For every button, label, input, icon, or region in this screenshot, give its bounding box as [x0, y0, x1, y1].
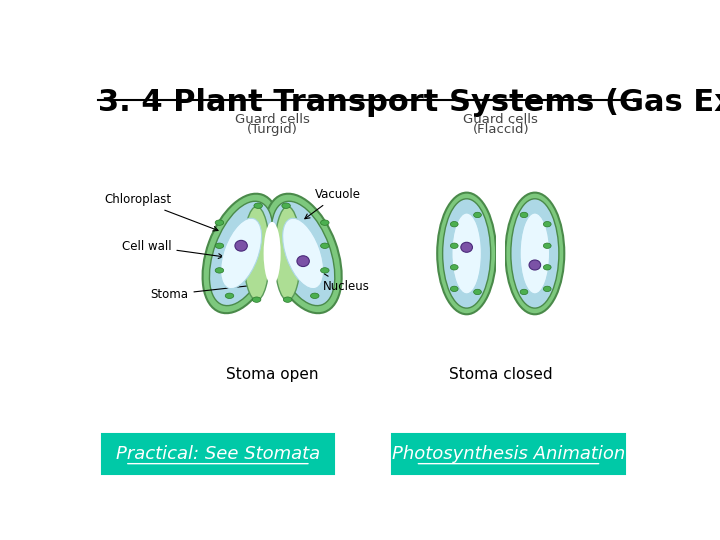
Ellipse shape [215, 220, 224, 225]
Ellipse shape [452, 213, 482, 294]
Ellipse shape [520, 212, 528, 218]
Ellipse shape [320, 268, 329, 273]
Ellipse shape [215, 243, 224, 248]
Text: (Flaccid): (Flaccid) [472, 124, 529, 137]
Ellipse shape [544, 286, 551, 292]
Text: Stoma: Stoma [150, 283, 258, 301]
Ellipse shape [282, 203, 290, 208]
Text: Guard cells: Guard cells [235, 113, 310, 126]
Ellipse shape [529, 260, 541, 270]
Ellipse shape [297, 256, 310, 267]
Ellipse shape [474, 212, 482, 218]
Ellipse shape [215, 268, 224, 273]
Ellipse shape [505, 193, 564, 314]
Ellipse shape [202, 194, 279, 313]
Text: Stoma closed: Stoma closed [449, 367, 552, 382]
Text: Chloroplast: Chloroplast [104, 193, 218, 231]
Ellipse shape [225, 293, 234, 299]
Ellipse shape [437, 193, 496, 314]
Ellipse shape [271, 201, 335, 306]
Ellipse shape [461, 242, 472, 252]
Ellipse shape [310, 293, 319, 299]
FancyBboxPatch shape [392, 434, 625, 475]
Ellipse shape [544, 265, 551, 270]
Ellipse shape [544, 221, 551, 227]
Text: Practical: See Stomata: Practical: See Stomata [116, 446, 320, 463]
Text: Guard cells: Guard cells [463, 113, 538, 126]
Ellipse shape [320, 243, 329, 248]
Ellipse shape [451, 286, 458, 292]
Ellipse shape [520, 213, 549, 294]
Ellipse shape [451, 265, 458, 270]
Ellipse shape [520, 289, 528, 295]
Ellipse shape [253, 297, 261, 302]
Ellipse shape [510, 199, 559, 308]
Ellipse shape [210, 201, 273, 306]
Text: Cell wall: Cell wall [122, 240, 223, 259]
Ellipse shape [451, 221, 458, 227]
Ellipse shape [284, 297, 292, 302]
Ellipse shape [243, 206, 270, 300]
FancyBboxPatch shape [102, 434, 334, 475]
Text: Vacuole: Vacuole [305, 188, 361, 219]
Text: Stoma open: Stoma open [226, 367, 318, 382]
Text: (Turgid): (Turgid) [247, 124, 297, 137]
Ellipse shape [474, 289, 482, 295]
Ellipse shape [254, 203, 262, 208]
Ellipse shape [264, 194, 342, 313]
Ellipse shape [283, 218, 323, 289]
Ellipse shape [274, 206, 301, 300]
Ellipse shape [264, 222, 281, 285]
Ellipse shape [443, 199, 490, 308]
Text: Nucleus: Nucleus [307, 263, 369, 293]
Ellipse shape [544, 243, 551, 248]
Ellipse shape [451, 243, 458, 248]
Text: Photosynthesis Animation: Photosynthesis Animation [392, 446, 625, 463]
Ellipse shape [320, 220, 329, 225]
Ellipse shape [235, 240, 248, 251]
Text: 3. 4 Plant Transport Systems (Gas Exchange): 3. 4 Plant Transport Systems (Gas Exchan… [98, 88, 720, 117]
Ellipse shape [220, 218, 261, 289]
Polygon shape [496, 198, 505, 309]
